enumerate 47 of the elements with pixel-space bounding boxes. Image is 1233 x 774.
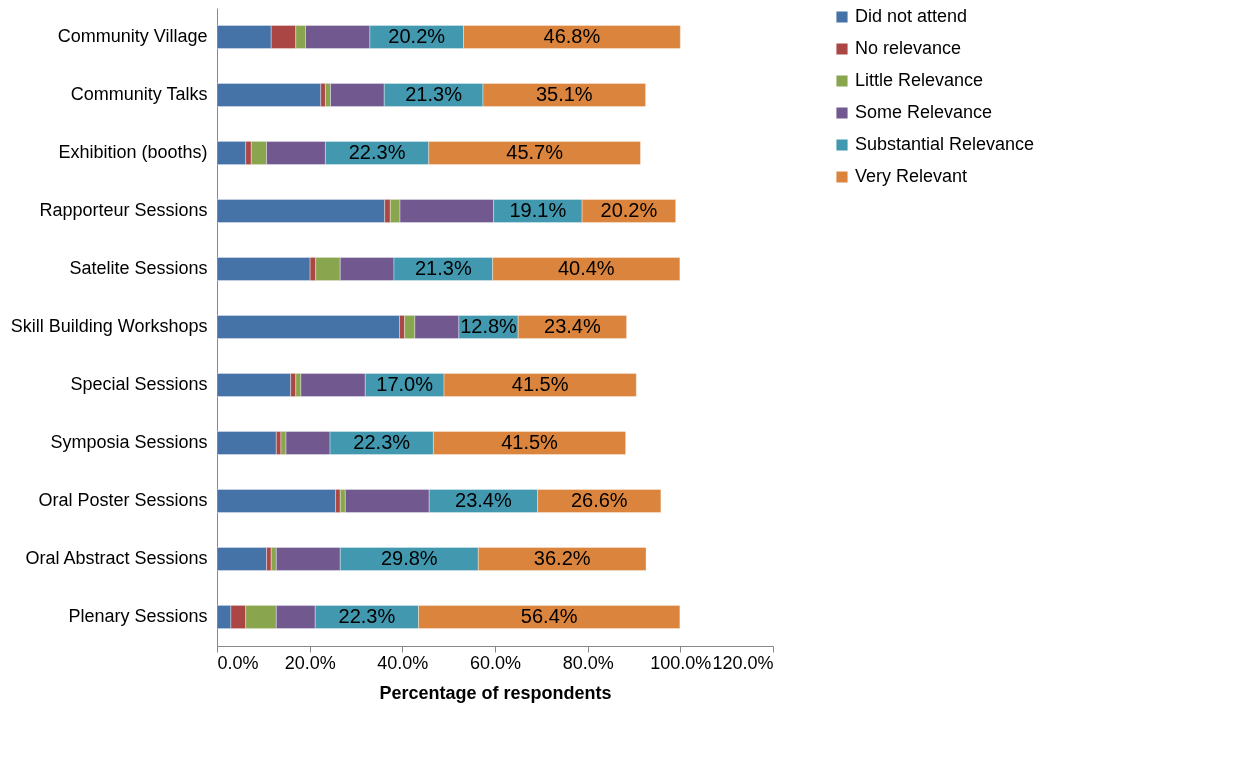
data-label: 20.2% xyxy=(388,25,446,47)
data-label: 40.4% xyxy=(557,257,615,279)
x-tick-label: 60.0% xyxy=(469,652,522,673)
data-label: 36.2% xyxy=(533,547,591,569)
data-label: 20.2% xyxy=(600,199,658,221)
data-label: 21.3% xyxy=(414,257,472,279)
data-label: 22.3% xyxy=(353,431,411,453)
y-tick-label: Rapporteur Sessions xyxy=(39,200,208,220)
data-label: 23.4% xyxy=(544,315,601,337)
legend-label: Some Relevance xyxy=(855,102,993,122)
data-label: 22.3% xyxy=(348,141,406,163)
x-tick-label: 80.0% xyxy=(562,652,614,673)
data-label: 17.0% xyxy=(376,373,434,395)
y-tick-label: Satelite Sessions xyxy=(69,258,208,278)
data-label: 41.5% xyxy=(511,373,569,395)
x-tick-label: 0.0% xyxy=(217,652,259,673)
x-axis-title: Percentage of respondents xyxy=(379,682,612,703)
y-tick-label: Symposia Sessions xyxy=(50,432,208,452)
legend-label: Did not attend xyxy=(855,6,968,26)
data-label: 23.4% xyxy=(455,489,512,511)
data-label: 19.1% xyxy=(509,199,567,221)
legend-label: Little Relevance xyxy=(855,70,984,90)
x-tick-label: 20.0% xyxy=(284,652,336,673)
data-label: 21.3% xyxy=(405,83,463,105)
data-label: 56.4% xyxy=(520,605,578,627)
x-tick-label: 40.0% xyxy=(377,652,429,673)
data-label: 35.1% xyxy=(535,83,593,105)
data-label: 22.3% xyxy=(338,605,396,627)
y-tick-label: Oral Abstract Sessions xyxy=(25,548,208,568)
data-label: 12.8% xyxy=(460,315,518,337)
y-tick-label: Community Talks xyxy=(70,84,208,104)
legend-label: No relevance xyxy=(855,38,962,58)
data-label: 26.6% xyxy=(570,489,628,511)
y-tick-label: Skill Building Workshops xyxy=(10,316,208,336)
legend-label: Substantial Relevance xyxy=(855,134,1035,154)
x-tick-label: 120.0% xyxy=(712,652,774,673)
y-tick-label: Community Village xyxy=(57,26,208,46)
data-label: 46.8% xyxy=(543,25,601,47)
data-label: 45.7% xyxy=(506,141,564,163)
data-label: 41.5% xyxy=(501,431,559,453)
y-tick-label: Special Sessions xyxy=(70,374,208,394)
data-label: 29.8% xyxy=(380,547,438,569)
y-tick-label: Oral Poster Sessions xyxy=(38,490,208,510)
y-tick-label: Plenary Sessions xyxy=(68,606,208,626)
x-tick-label: 100.0% xyxy=(650,652,712,673)
legend-label: Very Relevant xyxy=(855,166,968,186)
y-tick-label: Exhibition (booths) xyxy=(58,142,208,162)
